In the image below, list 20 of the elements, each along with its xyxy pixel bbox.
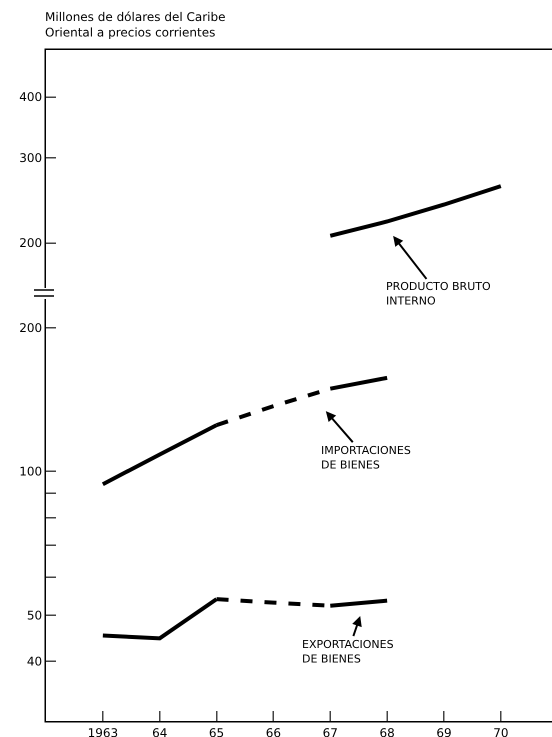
annotation: IMPORTACIONES DE BIENES [321, 444, 411, 472]
x-tick-label: 70 [493, 726, 508, 737]
y-tick-label: 300 [19, 150, 42, 165]
line-series [328, 184, 503, 238]
y-tick-label: 200 [19, 320, 42, 335]
y-tick-label: 40 [26, 654, 42, 669]
annotation: PRODUCTO BRUTO INTERNO [386, 280, 491, 308]
y-tick-label: 50 [26, 608, 42, 622]
x-tick-label: 65 [208, 726, 224, 737]
y-tick-label: 100 [19, 464, 42, 479]
y-axis-title: Millones de dólares del Caribe Oriental a precios corrientes [45, 10, 226, 40]
y-tick-label: 400 [19, 90, 42, 104]
x-tick-label: 69 [436, 726, 452, 737]
x-tick-label: 64 [152, 726, 168, 737]
x-tick-label: 66 [266, 726, 282, 737]
annotation: EXPORTACIONES DE BIENES [302, 638, 394, 666]
x-tick-label: 1963 [88, 726, 118, 737]
y-tick-label: 200 [19, 236, 42, 250]
x-tick-label: 67 [322, 726, 338, 737]
x-tick-label: 68 [379, 726, 395, 737]
